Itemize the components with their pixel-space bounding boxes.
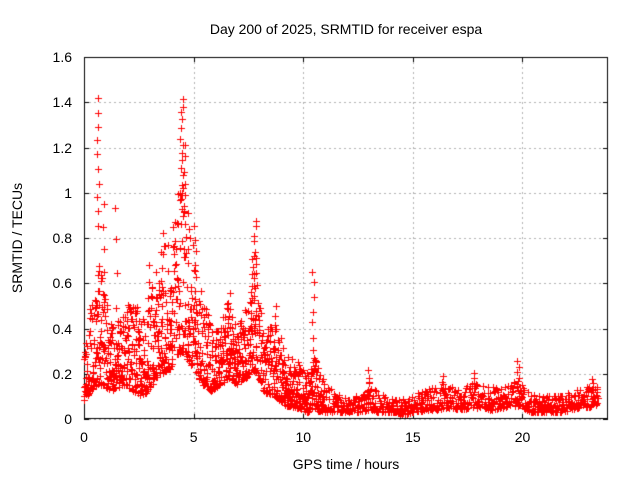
x-axis-label: GPS time / hours <box>292 456 400 472</box>
y-tick-label: 0 <box>64 411 72 427</box>
y-tick-label: 1.2 <box>52 139 72 156</box>
y-tick-label: 1 <box>64 184 72 201</box>
x-tick-label: 0 <box>80 429 88 445</box>
y-tick-label: 1.6 <box>52 49 72 65</box>
y-tick-label: 0.2 <box>52 365 72 382</box>
y-tick-label: 0.4 <box>52 320 72 337</box>
y-tick-label: 0.8 <box>52 230 72 246</box>
chart-title: Day 200 of 2025, SRMTID for receiver esp… <box>209 21 483 37</box>
x-tick-label: 15 <box>405 429 421 445</box>
x-tick-label: 5 <box>189 429 198 445</box>
x-tick-label: 20 <box>514 429 531 445</box>
y-tick-label: 0.6 <box>52 275 72 292</box>
y-tick-label: 1.4 <box>52 94 72 111</box>
x-tick-label: 10 <box>295 429 312 445</box>
